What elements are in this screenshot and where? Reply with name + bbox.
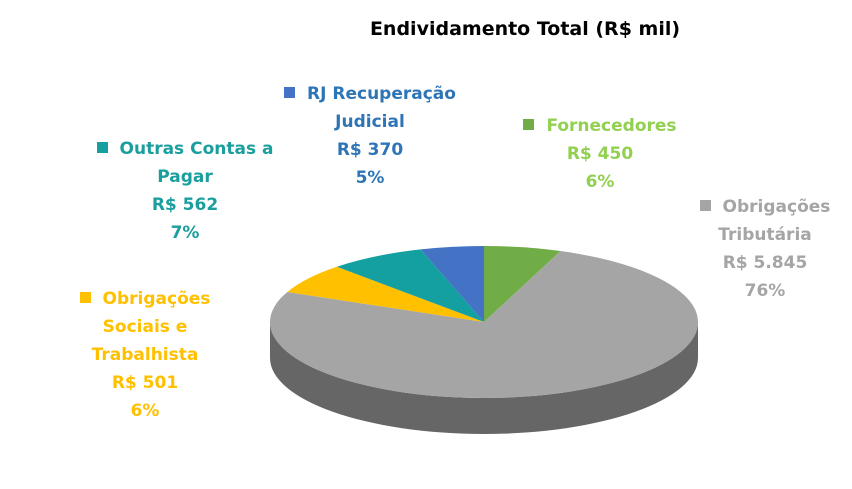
data-label: Obrigações Sociais e Trabalhista R$ 501 6% [75, 285, 215, 425]
value-label: R$ 501 [111, 373, 179, 393]
data-label: Obrigações Tributária R$ 5.845 76% [690, 193, 840, 305]
category-label: Obrigações Sociais e Trabalhista [91, 289, 211, 365]
pie-slice [287, 266, 484, 322]
percent-label: 7% [170, 223, 200, 243]
legend-marker [96, 142, 108, 153]
data-label: RJ Recuperação Judicial R$ 370 5% [265, 80, 475, 192]
category-label: Obrigações Tributária [718, 197, 831, 245]
pie-slice [336, 249, 484, 322]
legend-marker [79, 292, 91, 303]
pie-slice-side [270, 322, 698, 434]
category-label: Fornecedores [546, 116, 677, 136]
legend-marker [284, 87, 296, 98]
category-label: RJ Recuperação Judicial [307, 84, 456, 132]
category-label: Outras Contas a Pagar [119, 139, 274, 187]
pie-slice [270, 251, 698, 398]
value-label: R$ 562 [151, 195, 219, 215]
value-label: R$ 5.845 [722, 253, 808, 273]
percent-label: 6% [585, 172, 615, 192]
percent-label: 6% [130, 401, 160, 421]
pie-slice [420, 246, 484, 322]
pie-slice [484, 246, 561, 322]
percent-label: 76% [744, 281, 786, 301]
value-label: R$ 370 [336, 140, 404, 160]
legend-marker [523, 119, 535, 130]
data-label: Fornecedores R$ 450 6% [500, 112, 700, 196]
chart-title: Endividamento Total (R$ mil) [369, 18, 681, 40]
value-label: R$ 450 [566, 144, 634, 164]
data-label: Outras Contas a Pagar R$ 562 7% [75, 135, 295, 247]
legend-marker [699, 200, 711, 211]
percent-label: 5% [355, 168, 385, 188]
